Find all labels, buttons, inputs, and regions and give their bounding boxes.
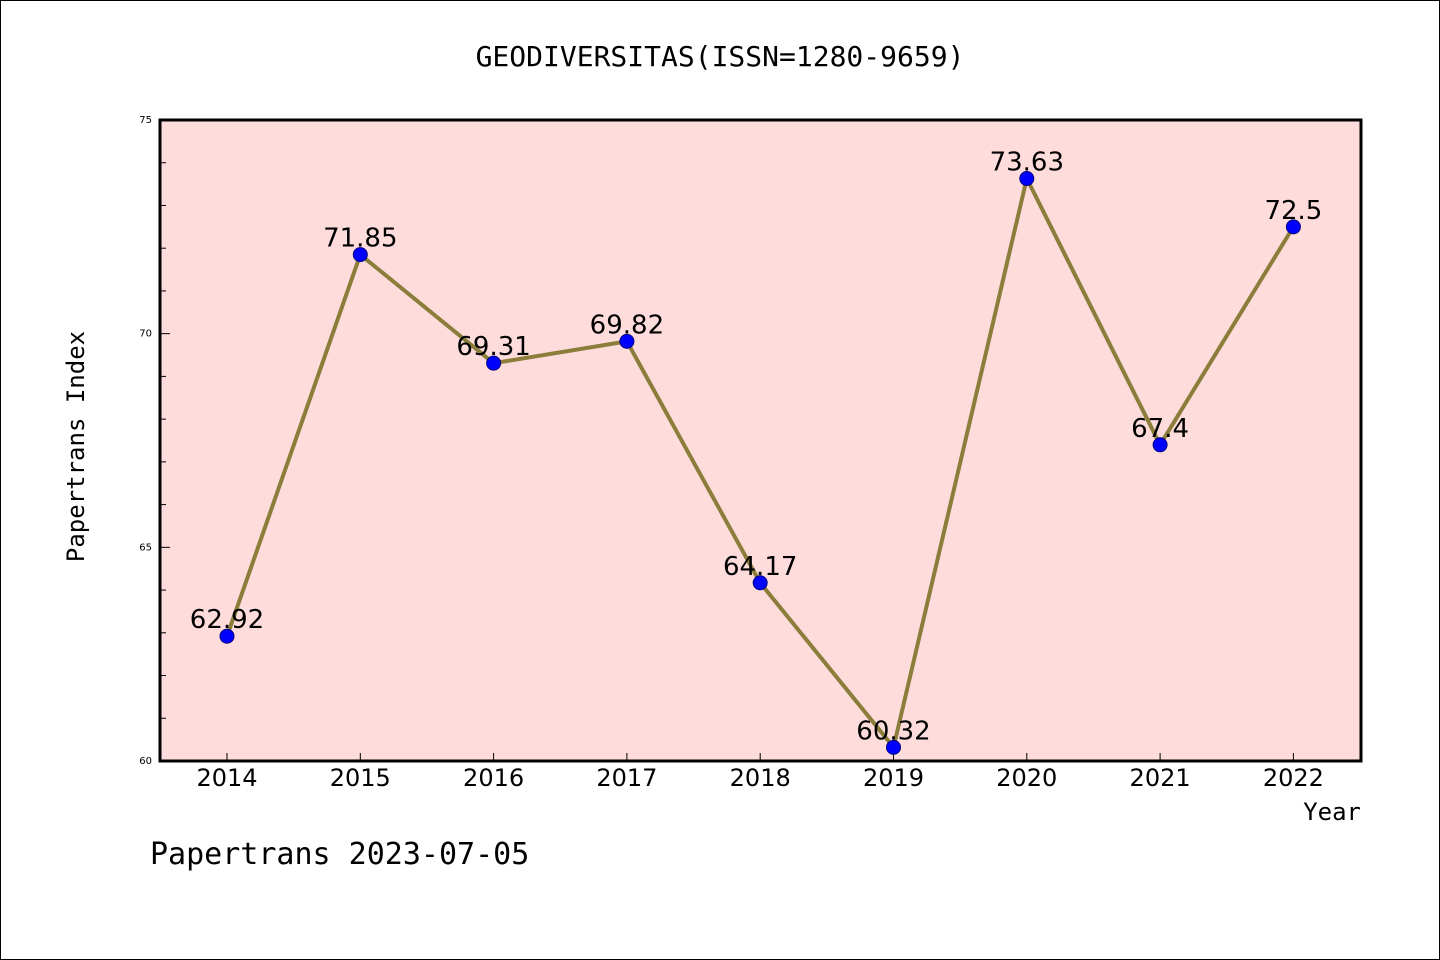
data-label: 71.85 <box>323 224 397 254</box>
series-markers <box>219 171 1301 755</box>
data-point-marker <box>619 333 635 349</box>
data-point-marker <box>486 355 502 371</box>
axis-ticks: 60 65 70 75 2014 2015 2016 2017 2018 2019 2020 2021… <box>139 115 1324 792</box>
y-tick-label: 75 <box>139 115 152 126</box>
footer-credit: Papertrans 2023-07-05 <box>150 837 529 872</box>
data-labels: 62.92 71.85 69.31 69.82 64.17 60.32 73.63 67.4 7… <box>190 148 1323 747</box>
data-label: 69.31 <box>456 332 530 362</box>
x-tick-label: 2021 <box>1130 764 1191 792</box>
x-axis-label: Year <box>1303 798 1361 826</box>
y-tick-label: 60 <box>139 756 152 767</box>
y-tick-label: 65 <box>139 542 152 553</box>
x-tick-label: 2017 <box>596 764 657 792</box>
data-label: 69.82 <box>590 310 664 340</box>
data-label: 60.32 <box>856 716 930 746</box>
data-label: 62.92 <box>190 605 264 635</box>
data-label: 72.5 <box>1264 196 1322 226</box>
x-tick-label: 2019 <box>863 764 924 792</box>
data-point-marker <box>352 247 368 263</box>
x-tick-label: 2020 <box>996 764 1057 792</box>
y-tick-label: 70 <box>139 329 152 340</box>
data-label: 67.4 <box>1131 414 1189 444</box>
data-label: 64.17 <box>723 552 797 582</box>
data-point-marker <box>219 628 235 644</box>
x-tick-label: 2016 <box>463 764 524 792</box>
data-point-marker <box>1152 437 1168 453</box>
data-point-marker <box>1019 171 1035 187</box>
data-point-marker <box>1285 219 1301 235</box>
y-axis-label: Papertrans Index <box>62 331 90 562</box>
x-tick-label: 2014 <box>196 764 257 792</box>
data-point-marker <box>886 739 901 755</box>
x-tick-label: 2022 <box>1263 764 1324 792</box>
chart-title: GEODIVERSITAS(ISSN=1280-9659) <box>476 40 965 73</box>
data-point-marker <box>752 575 768 591</box>
x-tick-label: 2018 <box>730 764 791 792</box>
plot-area-border <box>158 118 1363 763</box>
x-tick-label: 2015 <box>330 764 391 792</box>
data-label: 73.63 <box>990 148 1064 178</box>
